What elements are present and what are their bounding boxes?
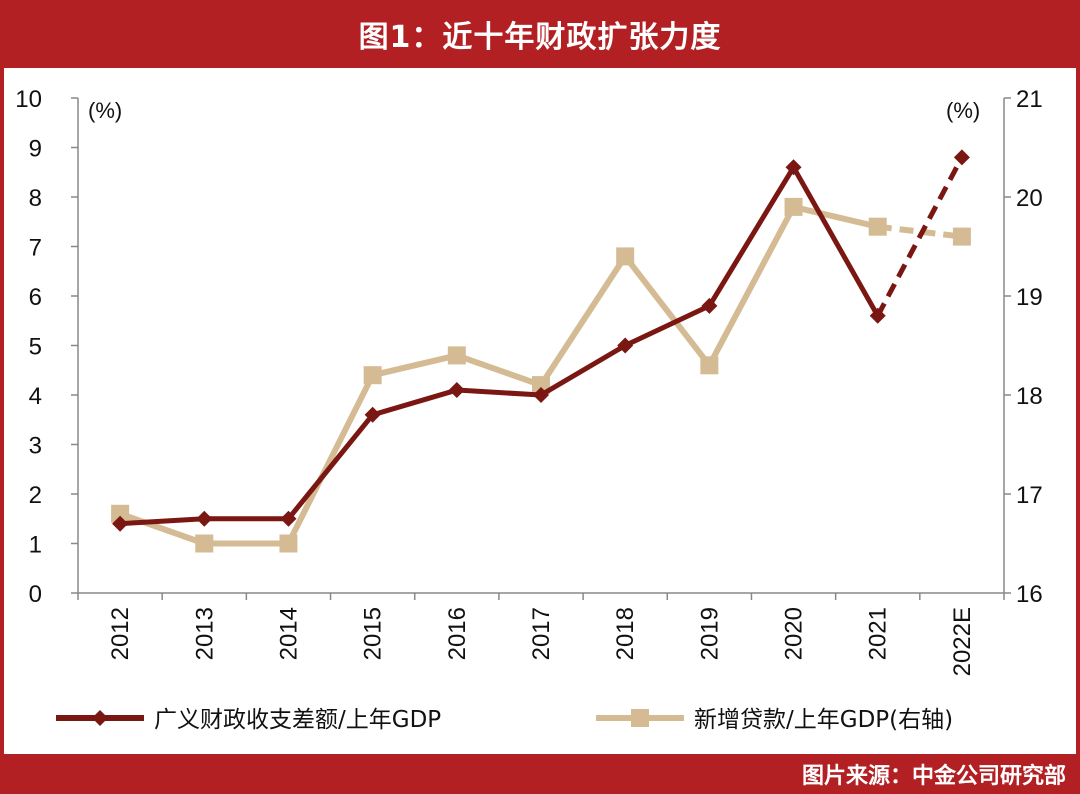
legend-series-2-marker [631, 709, 649, 727]
source-note: 图片来源：中金公司研究部 [801, 764, 1066, 789]
x-tick-label: 2019 [696, 607, 723, 660]
series-1-point [112, 515, 129, 532]
series-2-forecast-line [877, 223, 963, 240]
series-2-point [111, 504, 130, 523]
series-1-point [196, 510, 213, 527]
left-tick-label: 3 [29, 433, 42, 460]
series-2-line [119, 203, 879, 547]
right-tick-label: 18 [1016, 383, 1043, 410]
chart-title: 图1：近十年财政扩张力度 [358, 20, 722, 55]
x-tick-label: 2012 [107, 607, 134, 660]
series-1-point [869, 307, 886, 324]
x-tick-label: 2021 [865, 607, 892, 660]
left-axis-unit: (%) [88, 98, 122, 123]
series-2-point [616, 247, 635, 266]
series-1 [112, 149, 970, 532]
x-tick-label: 2020 [781, 607, 808, 660]
left-tick-label: 2 [29, 482, 42, 509]
x-tick-label: 2013 [191, 607, 218, 660]
left-tick-label: 9 [29, 136, 42, 163]
series-1-point [280, 510, 297, 527]
series-1-point [953, 149, 970, 166]
right-tick-label: 20 [1016, 185, 1043, 212]
series-2-point [447, 346, 466, 365]
legend-series-2-label: 新增贷款/上年GDP(右轴) [694, 707, 953, 733]
left-tick-label: 10 [15, 86, 42, 113]
series-2-point [363, 366, 382, 385]
series-1-point [448, 382, 465, 399]
right-tick-label: 19 [1016, 284, 1043, 311]
series-2-point [784, 197, 803, 216]
series-1-forecast-line [875, 156, 965, 317]
x-tick-label: 2014 [275, 607, 302, 660]
left-tick-label: 4 [29, 383, 42, 410]
right-tick-label: 16 [1016, 581, 1043, 608]
left-tick-label: 8 [29, 185, 42, 212]
left-tick-label: 0 [29, 581, 42, 608]
left-tick-label: 1 [29, 532, 42, 559]
left-tick-label: 5 [29, 334, 42, 361]
left-tick-label: 6 [29, 284, 42, 311]
legend-series-1-marker [92, 710, 108, 726]
series-2-point [700, 356, 719, 375]
left-tick-label: 7 [29, 235, 42, 262]
right-axis-unit: (%) [946, 98, 980, 123]
x-tick-label: 2015 [360, 607, 387, 660]
series-1-point [364, 406, 381, 423]
series-1-point [785, 159, 802, 176]
series-2-point [195, 534, 214, 553]
series-1-point [701, 297, 718, 314]
legend-series-1-label: 广义财政收支差额/上年GDP [154, 707, 441, 733]
series-2 [111, 197, 971, 553]
series-2-point [279, 534, 298, 553]
x-tick-label: 2022E [949, 607, 976, 676]
series-1-line [119, 164, 880, 527]
chart-panel: 0 1 2 3 4 5 6 7 8 9 10 16 17 18 19 20 21 (%) (%) 2012 2013 20… [4, 68, 1076, 754]
right-tick-label: 17 [1016, 482, 1043, 509]
series-1-point [533, 387, 549, 403]
x-tick-label: 2016 [444, 607, 471, 660]
series-2-point [952, 227, 971, 246]
series-2-point [868, 217, 887, 236]
series-1-point [617, 337, 634, 354]
x-tick-label: 2017 [528, 607, 555, 660]
x-tick-label: 2018 [612, 607, 639, 660]
right-tick-label: 21 [1016, 86, 1043, 113]
